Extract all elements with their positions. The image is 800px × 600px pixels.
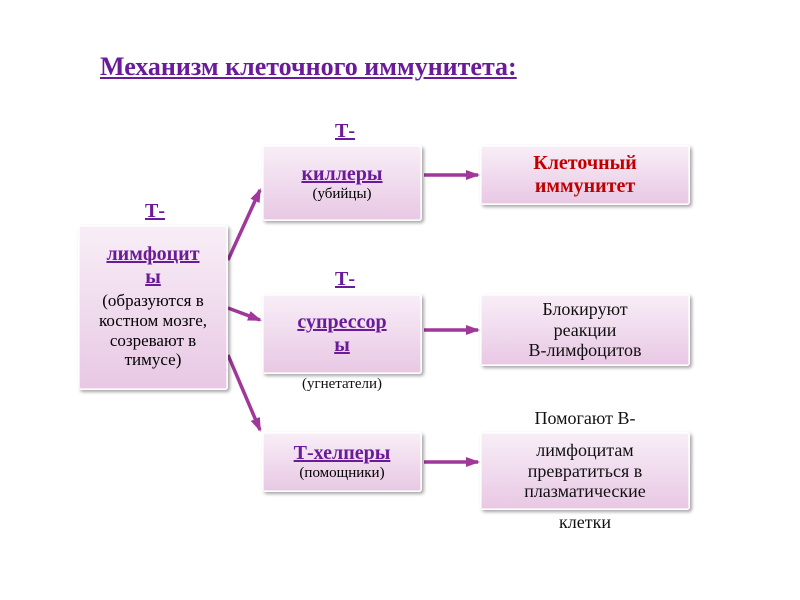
help-b-label-above: Помогают В- — [480, 408, 690, 429]
killers-title-prefix: Т- — [330, 120, 360, 143]
killers-title: киллеры — [301, 163, 382, 186]
block-b-l1: Блокируют — [542, 299, 627, 320]
helpers-sub: (помощники) — [299, 465, 384, 482]
helpers-title: Т-хелперы — [294, 442, 391, 465]
source-box: лимфоцит ы (образуются в костном мозге, … — [78, 225, 228, 390]
suppressors-title-prefix: Т- — [330, 268, 360, 291]
source-sub: (образуются в костном мозге, созревают в… — [79, 289, 227, 371]
block-b-box: Блокируют реакции В-лимфоцитов — [480, 294, 690, 366]
source-title-2: ы — [145, 266, 161, 289]
cell-immunity-l2: иммунитет — [535, 175, 635, 198]
help-b-l1: лимфоцитам — [536, 440, 633, 461]
killers-box: киллеры (убийцы) — [262, 145, 422, 221]
source-title-prefix: Т- — [140, 200, 170, 223]
help-b-l2: превратиться в — [528, 461, 643, 482]
suppressors-sub: (угнетатели) — [262, 376, 422, 393]
cell-immunity-l1: Клеточный — [533, 152, 637, 175]
help-b-l3: плазматические — [524, 481, 646, 502]
helpers-box: Т-хелперы (помощники) — [262, 432, 422, 492]
help-b-box: лимфоцитам превратиться в плазматические — [480, 432, 690, 510]
block-b-l3: В-лимфоцитов — [528, 340, 641, 361]
block-b-l2: реакции — [554, 320, 617, 341]
suppressors-box: супрессор ы — [262, 294, 422, 374]
source-title-1: лимфоцит — [106, 243, 199, 266]
suppressors-title-2: ы — [334, 334, 350, 357]
cell-immunity-box: Клеточный иммунитет — [480, 145, 690, 205]
page-title: Механизм клеточного иммунитета: — [100, 52, 517, 82]
suppressors-title-1: супрессор — [297, 311, 386, 334]
diagram-canvas: Механизм клеточного иммунитета: Т- лимфо… — [0, 0, 800, 600]
help-b-sub-below: клетки — [480, 512, 690, 533]
killers-sub: (убийцы) — [312, 186, 371, 203]
